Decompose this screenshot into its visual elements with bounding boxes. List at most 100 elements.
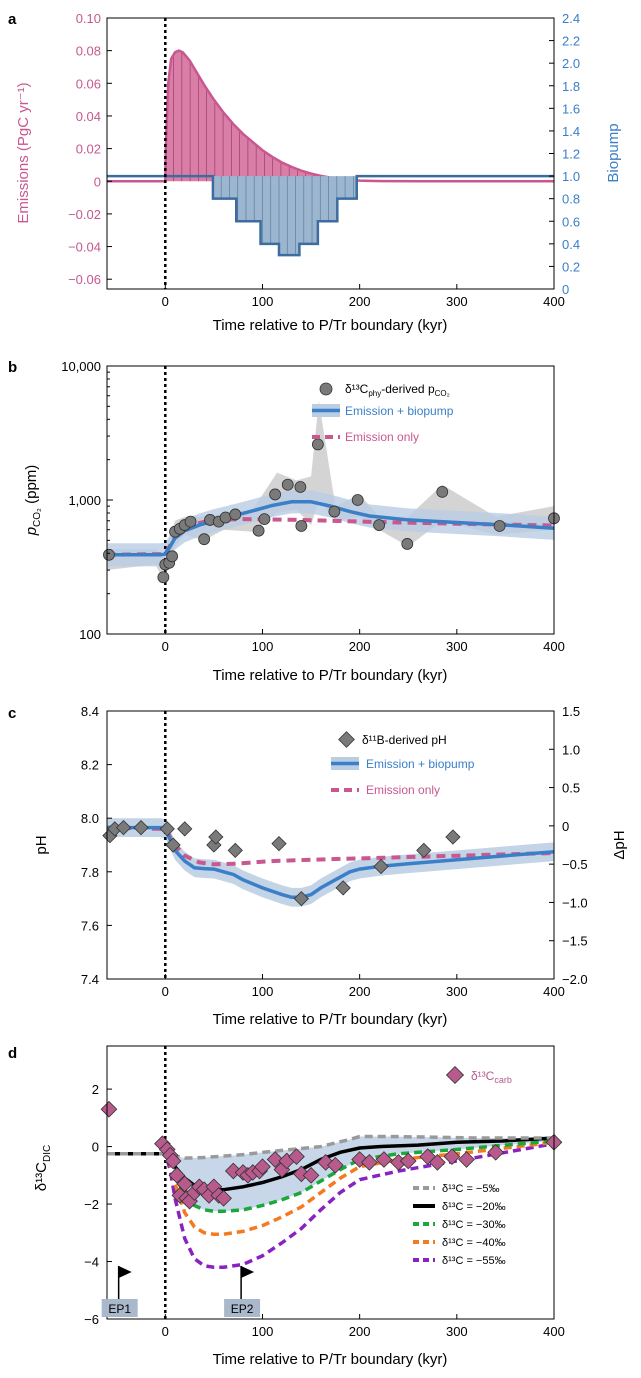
pco2-data-point [258, 513, 271, 526]
carb-data-point [266, 1151, 284, 1168]
carb-data-point [487, 1143, 505, 1161]
y-tick-label: 10,000 [61, 359, 101, 374]
pco2-data-point [229, 508, 242, 521]
ph-data-point [208, 829, 224, 845]
pco2-data-point [436, 485, 449, 498]
carb-data-point [458, 1151, 475, 1168]
y-tick-label: −6 [84, 1312, 99, 1327]
y-tick-label-right: 0.5 [562, 781, 580, 796]
y-tick-label-right: 0.4 [562, 237, 580, 252]
y-tick-label-left: 0.08 [76, 44, 101, 59]
panel-a-plot-area [107, 18, 554, 289]
x-tick-label-0: 0 [162, 294, 169, 309]
emission-biopump-band [107, 490, 554, 567]
panel-d-frame [106, 1045, 555, 1320]
x-tick-label-200: 200 [349, 984, 371, 999]
ph-data-point [177, 821, 193, 837]
panel-b-legend-marker-points [319, 382, 333, 396]
pco2-range-band [107, 400, 554, 581]
emissions-area [107, 50, 554, 182]
y-tick-label-right: 1.4 [562, 124, 580, 139]
y-tick-label: 2 [92, 1082, 99, 1097]
panel-b-y-axis-label-unit: (ppm) [23, 465, 40, 508]
panel-b-x-axis-label: Time relative to P/Tr boundary (kyr) [213, 667, 448, 684]
panel-c-plot-area [102, 711, 555, 979]
legend-scenario-label: δ¹³C = −20‰ [442, 1201, 506, 1213]
x-tick-label-400: 400 [543, 294, 565, 309]
carb-data-point [361, 1154, 378, 1171]
panel-d-y-axis-label-main: δ¹³C [33, 1162, 50, 1191]
ph-data-point [133, 819, 149, 836]
panel-d-y-axis-label-sub: DIC [42, 1145, 53, 1162]
event-label-box [224, 1299, 261, 1317]
panel-d-letter: d [8, 1045, 17, 1062]
legend-scenario-label: δ¹³C = −40‰ [442, 1237, 506, 1249]
ph-data-point [227, 842, 243, 858]
pco2-data-point [294, 481, 307, 493]
x-tick-label-400: 400 [543, 639, 565, 654]
ph-data-point [115, 819, 132, 836]
y-tick-label: −4 [84, 1255, 99, 1270]
y-tick-label-right: 0.6 [562, 214, 580, 229]
pco2-data-point [351, 494, 364, 506]
legend-scenario-label: δ¹³C = −30‰ [442, 1219, 506, 1231]
panel-c-letter: c [8, 705, 16, 722]
x-tick-label-100: 100 [252, 639, 274, 654]
panel-c-legend: δ¹¹B-derived pH Emission + biopump Emiss… [331, 731, 475, 797]
carb-data-point [100, 1100, 118, 1118]
event-label: EP1 [108, 1302, 131, 1316]
y-tick-label-left: −0.02 [68, 207, 101, 222]
y-tick-label-right: 1.5 [562, 704, 580, 719]
y-tick-label-right: −1.0 [562, 895, 588, 910]
pco2-data-point [157, 571, 170, 584]
y-tick-label-left: 8.0 [81, 811, 99, 826]
x-tick-label-100: 100 [252, 1324, 274, 1339]
x-tick-label-0: 0 [162, 639, 169, 654]
y-tick-label-left: 0.06 [76, 76, 101, 91]
y-tick-label-left: 0 [94, 174, 101, 189]
carb-data-point [429, 1154, 446, 1171]
panel-b-letter: b [8, 359, 17, 376]
y-tick-label-left: −0.06 [68, 272, 101, 287]
y-tick-label: 1,000 [68, 493, 101, 508]
y-tick-label-left: 0.04 [76, 109, 101, 124]
pco2-data-point [252, 524, 265, 537]
pco2-data-point [103, 548, 115, 561]
panel-b: b 0 100 200 300 400 100 1,000 10,000 Time rela… [8, 359, 565, 684]
x-tick-label-300: 300 [446, 294, 468, 309]
y-tick-label-right: 1.8 [562, 79, 580, 94]
y-tick-label-left: −0.04 [68, 240, 101, 255]
panel-d-x-ticks: 0 100 200 300 400 [162, 1314, 565, 1339]
panel-b-y-axis-label-sub: CO₂ [32, 508, 43, 527]
panel-a: a 0 100 200 300 400 0.10 0.08 0.06 0.04 0.02 0 −0.… [8, 11, 622, 334]
event-label: EP2 [231, 1302, 254, 1316]
panel-d-x-axis-label: Time relative to P/Tr boundary (kyr) [213, 1351, 448, 1368]
y-tick-label-right: 1.6 [562, 101, 580, 116]
ph-data-point [271, 836, 287, 852]
pco2-data-point [269, 488, 282, 501]
panel-b-y-ticks: 100 1,000 10,000 [61, 359, 113, 642]
ph-data-point [373, 858, 389, 875]
ph-data-point [416, 842, 432, 858]
x-tick-label-400: 400 [543, 984, 565, 999]
y-tick-label-right: 2.4 [562, 11, 580, 26]
panel-b-plot-area [103, 366, 560, 634]
panel-c-y-ticks-right: 1.5 1.0 0.5 0 −0.5 −1.0 −1.5 −2.0 [549, 704, 588, 987]
panel-d: d 0 100 200 300 400 2 0 −2 −4 −6 Time relative t… [8, 1045, 565, 1368]
x-tick-label-400: 400 [543, 1324, 565, 1339]
ph-data-point [445, 829, 461, 845]
y-tick-label-left: 8.2 [81, 758, 99, 773]
panel-c: c 0 100 200 300 400 8.48.28.07.87.67.4 1.51.… [8, 704, 628, 1028]
carb-data-point [254, 1158, 271, 1176]
pco2-data-point [311, 438, 324, 451]
panel-b-legend-phy: phy [368, 389, 381, 398]
panel-b-legend-delta: δ¹³C [345, 382, 369, 396]
pco2-data-point [198, 533, 211, 546]
panel-d-legend-carb: δ¹³Ccarb [445, 1065, 512, 1085]
biopump-line [107, 174, 554, 257]
panel-a-letter: a [8, 11, 17, 28]
carb-data-point [288, 1148, 305, 1165]
ph-data-point [159, 821, 175, 837]
carb-data-point [176, 1175, 194, 1193]
